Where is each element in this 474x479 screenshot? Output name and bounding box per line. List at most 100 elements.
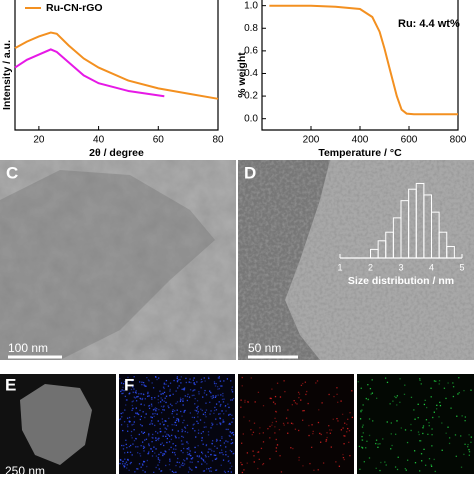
map-dot [292,423,294,425]
map-dot [136,468,138,470]
map-dot [218,401,220,403]
map-dot [338,465,341,467]
map-dot [163,382,166,384]
map-dot [306,390,308,393]
map-dot [433,411,435,413]
map-dot [181,464,184,467]
map-dot [158,453,160,456]
map-dot [177,418,179,420]
map-dot [144,416,146,419]
map-dot [269,458,271,460]
y-tick-label: 0.8 [244,23,258,34]
map-dot [457,393,459,395]
map-dot [210,454,212,456]
map-dot [410,423,412,426]
map-dot [419,379,421,382]
map-dot [153,408,156,410]
map-dot [195,410,198,412]
map-dot [243,469,245,471]
map-dot [143,446,146,448]
map-dot [337,401,339,403]
map-dot [208,390,211,392]
map-dot [182,443,184,445]
map-dot [143,431,146,434]
map-dot [229,462,231,464]
map-dot [302,465,304,467]
map-dot [287,422,289,424]
map-dot [321,402,323,404]
map-dot [220,403,222,406]
map-dot [122,386,124,388]
map-dot [145,413,147,415]
map-dot [447,382,449,384]
map-dot [196,400,199,402]
panel-label: F [124,375,134,394]
map-dot [219,380,221,382]
map-dot [200,451,203,453]
map-dot [154,412,156,415]
map-dot [181,428,183,431]
map-dot [219,452,221,454]
map-dot [121,444,123,447]
map-dot [166,441,168,444]
map-dot [184,430,186,433]
map-dot [133,416,136,418]
map-dot [135,407,137,409]
map-dot [454,434,457,436]
map-dot [160,412,163,414]
map-dot [160,405,163,408]
map-dot [182,451,184,454]
map-dot [464,443,466,445]
map-dot [176,380,179,383]
map-dot [165,428,168,430]
map-dot [170,446,172,449]
map-dot [393,395,396,398]
map-dot [124,463,126,465]
map-dot [215,418,217,420]
map-dot [206,463,208,465]
map-dot [154,376,157,378]
map-dot [231,399,233,401]
map-dot [335,461,337,463]
map-dot [420,453,423,455]
map-dot [146,459,149,462]
map-dot [216,469,218,471]
map-dot [291,404,294,406]
map-dot [448,442,451,445]
map-dot [131,424,133,426]
map-dot [151,423,154,425]
map-dot [171,434,173,437]
map-dot [173,424,175,426]
map-dot [308,434,310,437]
map-dot [205,402,207,404]
map-dot [283,380,285,382]
map-dot [203,426,205,428]
map-dot [213,409,216,412]
map-dot [188,453,191,455]
map-dot [230,442,232,445]
map-dot [161,418,163,420]
map-dot [180,440,183,442]
map-dot [315,382,317,384]
map-dot [210,392,212,394]
map-dot [304,381,306,383]
map-dot [209,413,211,415]
map-dot [147,391,149,393]
map-dot [123,444,125,447]
map-dot [343,443,345,445]
map-dot [158,461,161,463]
map-dot [222,401,225,403]
map-dot [228,406,230,409]
map-dot [380,461,382,464]
map-dot [151,420,153,422]
map-dot [222,395,224,397]
map-dot [214,454,217,456]
map-dot [211,424,213,427]
map-dot [431,428,433,430]
map-dot [274,417,276,420]
map-dot [142,464,144,466]
map-dot [147,392,149,394]
map-dot [241,376,243,379]
map-dot [180,382,182,384]
map-dot [223,421,225,423]
